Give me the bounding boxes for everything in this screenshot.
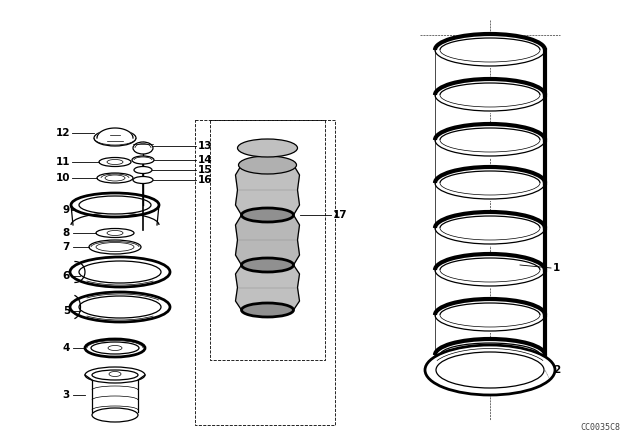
Ellipse shape xyxy=(109,371,121,376)
Ellipse shape xyxy=(71,193,159,217)
Ellipse shape xyxy=(70,257,170,287)
Ellipse shape xyxy=(133,142,153,154)
Ellipse shape xyxy=(107,159,123,164)
Ellipse shape xyxy=(241,258,294,272)
Text: 16: 16 xyxy=(198,175,212,185)
Ellipse shape xyxy=(433,297,547,333)
Text: 11: 11 xyxy=(56,157,70,167)
Ellipse shape xyxy=(85,339,145,357)
Polygon shape xyxy=(97,128,133,138)
Ellipse shape xyxy=(94,130,136,146)
Text: 14: 14 xyxy=(198,155,212,165)
Ellipse shape xyxy=(99,158,131,167)
Text: 15: 15 xyxy=(198,165,212,175)
Ellipse shape xyxy=(79,296,161,318)
Text: 1: 1 xyxy=(553,263,560,273)
Text: 13: 13 xyxy=(198,141,212,151)
Text: 2: 2 xyxy=(553,365,560,375)
Ellipse shape xyxy=(91,342,139,354)
Ellipse shape xyxy=(97,173,133,183)
Ellipse shape xyxy=(436,352,544,388)
Ellipse shape xyxy=(433,77,547,113)
Ellipse shape xyxy=(107,231,123,236)
Ellipse shape xyxy=(433,32,547,68)
Ellipse shape xyxy=(241,303,294,317)
Text: 6: 6 xyxy=(63,271,70,281)
Ellipse shape xyxy=(433,210,547,246)
Text: 3: 3 xyxy=(63,390,70,400)
Ellipse shape xyxy=(133,177,153,184)
Text: 9: 9 xyxy=(63,205,70,215)
Ellipse shape xyxy=(433,337,547,373)
Polygon shape xyxy=(236,165,300,215)
Ellipse shape xyxy=(89,240,141,254)
Polygon shape xyxy=(236,265,300,310)
Text: 7: 7 xyxy=(63,242,70,252)
Polygon shape xyxy=(236,215,300,265)
Text: 10: 10 xyxy=(56,173,70,183)
Ellipse shape xyxy=(79,196,151,214)
Ellipse shape xyxy=(105,175,125,181)
Ellipse shape xyxy=(108,345,122,350)
Ellipse shape xyxy=(239,156,296,174)
Text: CC0035C8: CC0035C8 xyxy=(580,423,620,432)
Ellipse shape xyxy=(241,208,294,222)
Text: 5: 5 xyxy=(63,306,70,316)
Ellipse shape xyxy=(96,228,134,237)
Ellipse shape xyxy=(132,156,154,164)
Text: 17: 17 xyxy=(333,210,348,220)
Text: 8: 8 xyxy=(63,228,70,238)
Ellipse shape xyxy=(70,292,170,322)
Text: 12: 12 xyxy=(56,128,70,138)
Ellipse shape xyxy=(85,367,145,383)
Ellipse shape xyxy=(92,370,138,380)
Ellipse shape xyxy=(425,345,555,395)
Ellipse shape xyxy=(134,167,152,173)
Ellipse shape xyxy=(96,242,134,251)
Text: 4: 4 xyxy=(63,343,70,353)
Ellipse shape xyxy=(433,252,547,288)
Ellipse shape xyxy=(433,122,547,158)
Ellipse shape xyxy=(92,408,138,422)
Ellipse shape xyxy=(237,139,298,157)
Ellipse shape xyxy=(433,165,547,201)
Ellipse shape xyxy=(79,261,161,283)
